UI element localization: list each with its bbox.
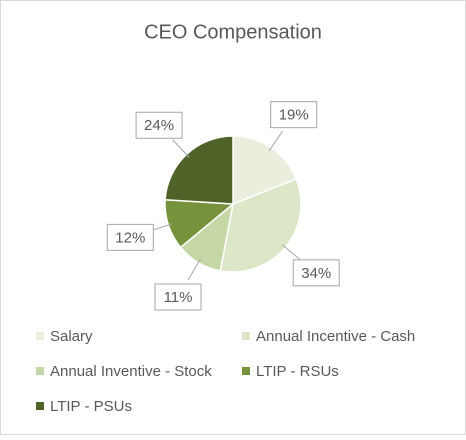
legend-marker (36, 367, 44, 375)
legend-label: LTIP - RSUs (256, 363, 339, 380)
legend-label: Annual Incentive - Cash (256, 328, 415, 345)
label-box (135, 111, 183, 139)
data-label: 12% (115, 229, 145, 246)
leader-line (187, 258, 201, 280)
label-box (154, 283, 202, 311)
chart-title: CEO Compensation (144, 21, 322, 43)
legend-label: LTIP - PSUs (50, 398, 132, 415)
legend-marker (242, 367, 250, 375)
legend-marker (242, 332, 250, 340)
legend-marker (36, 332, 44, 340)
label-box (292, 259, 340, 287)
label-box (270, 101, 318, 129)
data-label: 34% (301, 265, 331, 282)
leader-line (268, 130, 283, 152)
data-label: 24% (144, 117, 174, 134)
legend-label: Salary (50, 328, 93, 345)
data-label: 19% (279, 107, 309, 124)
leader-line (281, 244, 302, 261)
label-box (106, 223, 154, 251)
leader-line (172, 139, 190, 158)
legend-label: Annual Inventive - Stock (50, 363, 212, 380)
legend-marker (36, 402, 44, 410)
data-label: 11% (164, 289, 193, 306)
